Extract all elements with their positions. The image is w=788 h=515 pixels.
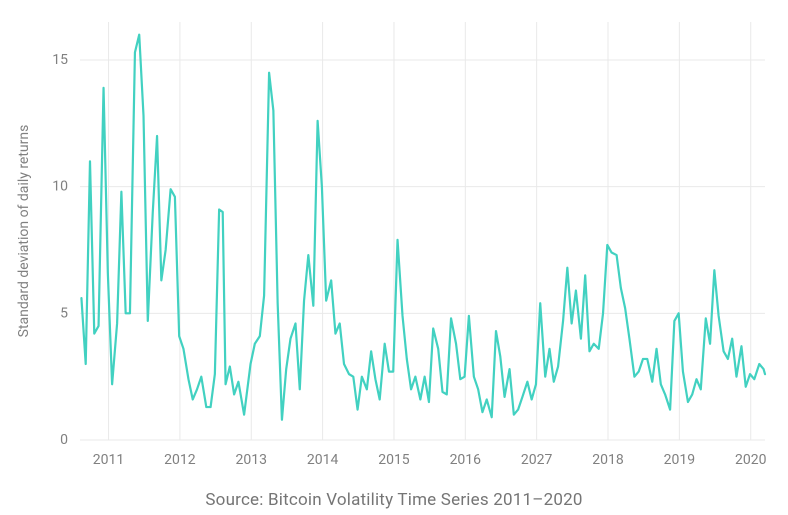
x-tick-label: 2011 [93, 452, 124, 468]
y-tick-label: 10 [52, 179, 68, 195]
volatility-chart: 0 5 10 15 2011 2012 2013 2014 2015 2016 2027 2018 20… [0, 0, 788, 478]
x-tick-label: 2019 [664, 452, 695, 468]
x-tick-label: 2013 [236, 452, 267, 468]
x-tick-label: 2014 [307, 452, 339, 468]
x-tick-label: 2015 [378, 452, 410, 468]
y-tick-label: 5 [60, 305, 68, 321]
x-tick-label: 2012 [164, 452, 196, 468]
y-axis-title: Standard deviation of daily returns [16, 125, 32, 338]
x-tick-label: 2018 [592, 452, 624, 468]
y-tick-label: 0 [60, 432, 68, 448]
chart-caption: Source: Bitcoin Volatility Time Series 2… [0, 490, 788, 510]
x-tick-label: 2020 [735, 452, 767, 468]
x-tick-label: 2016 [450, 452, 482, 468]
x-tick-label: 2027 [521, 452, 553, 468]
y-tick-label: 15 [52, 52, 68, 68]
